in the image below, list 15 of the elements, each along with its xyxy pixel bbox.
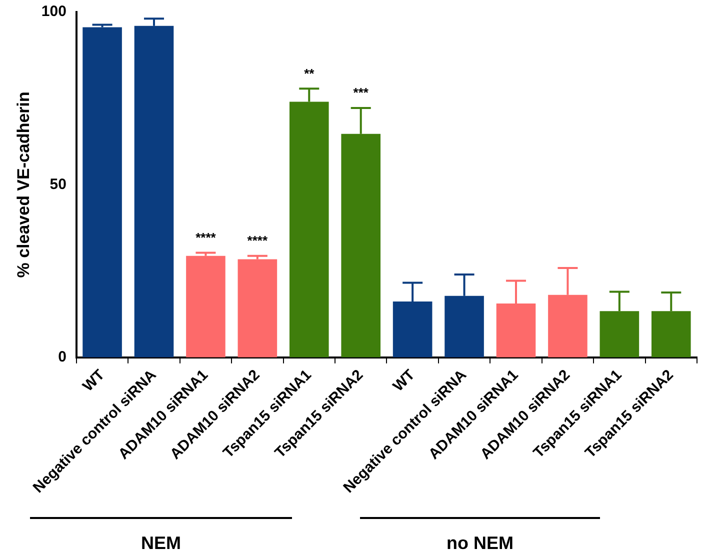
y-axis-title: % cleaved VE-cadherin: [14, 92, 33, 278]
bar: [238, 259, 278, 358]
bar: [82, 27, 122, 358]
text: no NEM: [446, 533, 514, 554]
data-label: ***: [353, 85, 370, 100]
y-tick-label: 100: [41, 3, 66, 20]
data-label: **: [304, 66, 316, 81]
text: NEM: [140, 533, 182, 554]
data-label: ****: [196, 230, 217, 245]
y-tick-label: 50: [50, 176, 66, 193]
x-tick-label: WT: [80, 366, 108, 396]
data-label: ****: [247, 232, 268, 248]
y-tick-label: 0: [58, 348, 66, 366]
x-tick-label: WT: [390, 366, 418, 396]
bar: [186, 256, 226, 358]
